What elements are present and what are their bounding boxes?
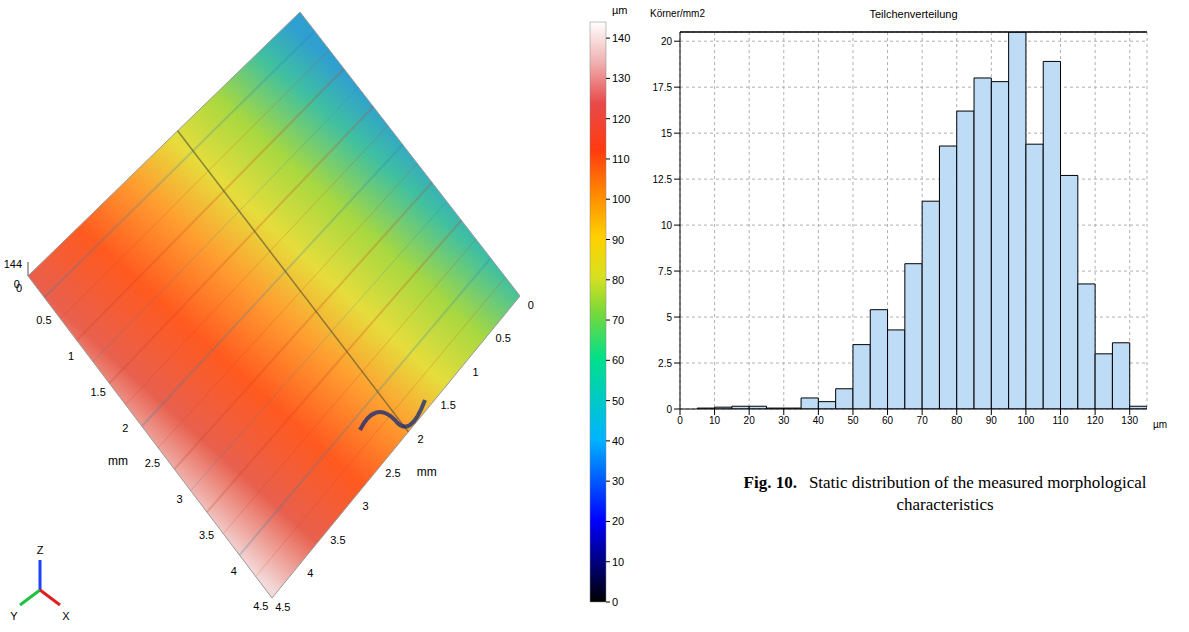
svg-text:12.5: 12.5 — [653, 174, 673, 185]
svg-text:80: 80 — [951, 415, 963, 426]
svg-text:0.5: 0.5 — [36, 314, 51, 326]
svg-text:4: 4 — [231, 565, 237, 577]
svg-text:60: 60 — [612, 354, 624, 366]
svg-text:3: 3 — [362, 500, 368, 512]
svg-text:60: 60 — [882, 415, 894, 426]
svg-text:0: 0 — [666, 404, 672, 415]
svg-text:mm: mm — [417, 465, 437, 479]
svg-text:3.5: 3.5 — [330, 534, 345, 546]
svg-text:3: 3 — [176, 493, 182, 505]
svg-text:4.5: 4.5 — [253, 600, 268, 612]
svg-text:20: 20 — [661, 36, 673, 47]
svg-text:5: 5 — [666, 312, 672, 323]
svg-text:10: 10 — [709, 415, 721, 426]
svg-text:130: 130 — [612, 72, 630, 84]
svg-text:0.5: 0.5 — [496, 332, 511, 344]
svg-text:0: 0 — [14, 278, 20, 290]
html-text:Teilchenverteilung: Teilchenverteilung — [869, 8, 958, 20]
svg-text:1: 1 — [68, 350, 74, 362]
svg-text:70: 70 — [917, 415, 929, 426]
svg-text:15: 15 — [661, 128, 673, 139]
svg-text:1: 1 — [473, 366, 479, 378]
svg-text:50: 50 — [612, 395, 624, 407]
svg-text:70: 70 — [612, 314, 624, 326]
svg-text:30: 30 — [778, 415, 790, 426]
svg-text:2.5: 2.5 — [385, 467, 400, 479]
svg-text:0: 0 — [612, 596, 618, 608]
svg-text:1.5: 1.5 — [440, 399, 455, 411]
svg-text:mm: mm — [108, 454, 128, 468]
svg-text:100: 100 — [1018, 415, 1035, 426]
svg-text:110: 110 — [1053, 415, 1069, 426]
svg-text:40: 40 — [813, 415, 825, 426]
svg-text:4.5: 4.5 — [275, 601, 290, 613]
svg-text:20: 20 — [612, 515, 624, 527]
svg-text:120: 120 — [1087, 415, 1104, 426]
svg-text:30: 30 — [612, 475, 624, 487]
svg-text:0: 0 — [528, 299, 534, 311]
svg-text:90: 90 — [612, 234, 624, 246]
svg-text:40: 40 — [612, 435, 624, 447]
svg-text:10: 10 — [612, 556, 624, 568]
svg-text:X: X — [62, 610, 70, 622]
svg-text:10: 10 — [661, 220, 673, 231]
svg-text:144: 144 — [4, 258, 22, 270]
svg-text:100: 100 — [612, 193, 630, 205]
svg-text:2.5: 2.5 — [658, 358, 672, 369]
svg-text:50: 50 — [847, 415, 859, 426]
svg-text:3.5: 3.5 — [199, 529, 214, 541]
svg-text:1.5: 1.5 — [90, 386, 105, 398]
html-text:Static distribution of the mea: Static distribution of the measured morp… — [808, 473, 1147, 514]
svg-text:Z: Z — [37, 544, 44, 556]
svg-text:µm: µm — [1153, 419, 1167, 430]
svg-text:Y: Y — [10, 610, 18, 622]
svg-text:20: 20 — [744, 415, 756, 426]
html-text:Fig. 10.: Fig. 10. — [743, 473, 797, 492]
svg-text:7.5: 7.5 — [658, 266, 672, 277]
svg-text:2: 2 — [417, 433, 423, 445]
svg-text:17.5: 17.5 — [653, 82, 673, 93]
svg-text:90: 90 — [986, 415, 998, 426]
svg-text:2: 2 — [122, 422, 128, 434]
svg-text:4: 4 — [307, 567, 313, 579]
svg-text:80: 80 — [612, 274, 624, 286]
svg-text:µm: µm — [612, 4, 628, 16]
svg-text:110: 110 — [612, 153, 630, 165]
svg-text:0: 0 — [677, 415, 683, 426]
svg-text:140: 140 — [612, 32, 630, 44]
html-text:Körner/mm2: Körner/mm2 — [650, 8, 705, 19]
svg-text:130: 130 — [1121, 415, 1138, 426]
svg-text:120: 120 — [612, 113, 630, 125]
svg-text:2.5: 2.5 — [145, 457, 160, 469]
